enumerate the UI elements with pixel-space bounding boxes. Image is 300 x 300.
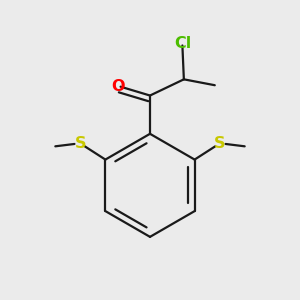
Text: S: S [214,136,225,151]
Text: O: O [111,79,124,94]
Text: Cl: Cl [174,36,191,51]
Text: S: S [75,136,86,151]
